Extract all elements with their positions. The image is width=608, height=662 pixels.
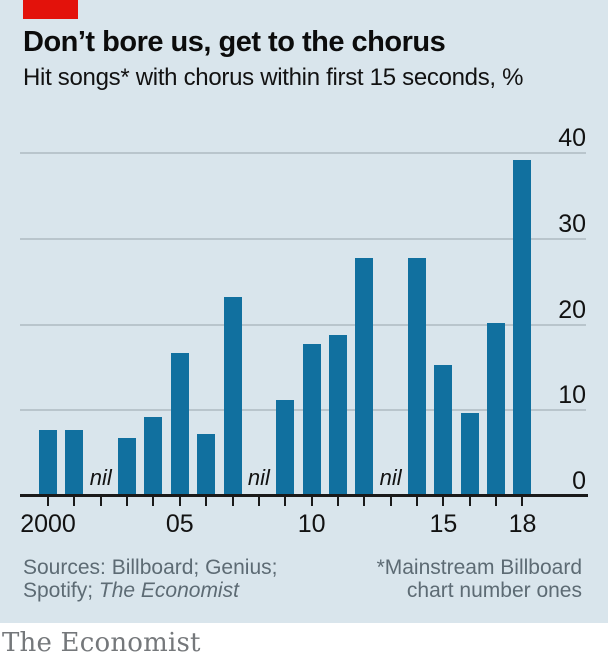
bar-2007: [223, 296, 242, 494]
footnote-line-1: *Mainstream Billboard: [376, 556, 582, 579]
x-axis-tick-2011: [336, 497, 339, 506]
bar-2018: [513, 159, 532, 494]
y-axis-label-30: 30: [558, 209, 586, 238]
x-axis-tick-2017: [495, 497, 498, 506]
x-axis-tick-2016: [468, 497, 471, 506]
economist-red-tab: [23, 0, 78, 19]
sources-line-1: Sources: Billboard; Genius;: [23, 556, 278, 579]
x-axis-tick-2012: [363, 497, 366, 506]
sources-line-2: Spotify; The Economist: [23, 579, 277, 602]
x-axis-label-2015: 15: [429, 510, 458, 538]
footer-strip: The Economist: [0, 623, 608, 662]
x-axis-tick-2006: [205, 497, 208, 506]
gridline-30: [20, 237, 586, 240]
x-axis-label-2010: 10: [297, 510, 326, 538]
bar-2005: [170, 352, 189, 494]
bar-2009: [276, 399, 295, 494]
bar-2015: [434, 365, 453, 494]
bar-2000: [39, 429, 57, 494]
x-axis-label-2018: 18: [508, 510, 537, 538]
publication-logo-text: The Economist: [2, 628, 201, 658]
bar-2004: [144, 416, 163, 494]
gridline-40: [20, 152, 586, 155]
x-axis-tick-2001: [73, 497, 76, 506]
bar-2006: [197, 434, 216, 494]
footnote: *Mainstream Billboard chart number ones: [377, 556, 582, 602]
bar-2017: [487, 322, 506, 494]
bar-2016: [460, 412, 479, 494]
y-axis-label-20: 20: [558, 295, 586, 324]
bar-2003: [118, 438, 137, 494]
sources-line-2-publication: The Economist: [98, 579, 239, 602]
bar-2011: [328, 335, 347, 494]
x-axis-tick-2013: [389, 497, 392, 506]
bar-2014: [408, 258, 427, 494]
gridline-20: [20, 323, 586, 326]
x-axis-label-2000: 2000: [20, 510, 76, 538]
chart-subtitle: Hit songs* with chorus within first 15 s…: [23, 64, 524, 91]
bar-2012: [355, 258, 374, 494]
x-axis-line: [20, 494, 588, 497]
chart-card: Don’t bore us, get to the chorus Hit son…: [0, 0, 608, 623]
x-axis-tick-2014: [416, 497, 419, 506]
nil-label-2008: nil: [247, 465, 270, 490]
x-axis-tick-2002: [99, 497, 102, 506]
x-axis-tick-2005: [178, 497, 181, 506]
sources-line-2-prefix: Spotify;: [23, 579, 99, 602]
x-axis-label-2005: 05: [165, 510, 194, 538]
footnote-line-2: chart number ones: [406, 579, 582, 602]
x-axis-tick-2010: [310, 497, 313, 506]
x-axis-tick-2008: [257, 497, 260, 506]
chart-title: Don’t bore us, get to the chorus: [23, 26, 446, 58]
x-axis-tick-2018: [521, 497, 524, 506]
nil-label-2013: nil: [379, 465, 402, 490]
y-axis-label-40: 40: [558, 124, 586, 153]
x-axis-tick-2004: [152, 497, 155, 506]
sources-note: Sources: Billboard; Genius; Spotify; The…: [23, 556, 277, 602]
x-axis-tick-2015: [442, 497, 445, 506]
x-axis-tick-2000: [47, 497, 49, 506]
bar-chart-plot-area: 0 10 20 30 40 nil nil nil 2000 05 10 15 18: [20, 124, 588, 538]
x-axis-tick-2007: [231, 497, 234, 506]
y-axis-label-10: 10: [558, 381, 586, 410]
bar-2001: [65, 429, 84, 494]
x-axis-tick-2009: [284, 497, 287, 506]
bar-2010: [302, 344, 321, 494]
y-axis-label-0: 0: [572, 467, 586, 495]
x-axis-tick-2003: [126, 497, 129, 506]
nil-label-2002: nil: [89, 465, 112, 490]
